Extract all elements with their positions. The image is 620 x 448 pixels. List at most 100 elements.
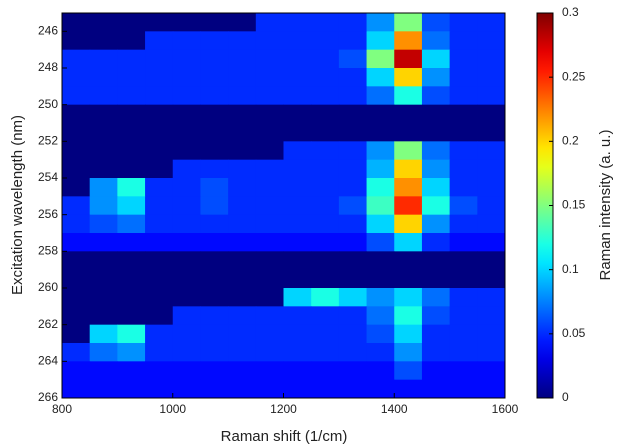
heat-cell — [311, 343, 340, 362]
heat-cell — [394, 86, 423, 106]
heat-cell — [172, 251, 201, 271]
heat-cell — [311, 86, 340, 106]
y-tick-label: 252 — [38, 134, 58, 148]
colorbar-tick-label: 0.3 — [562, 5, 579, 19]
heat-cell — [421, 379, 451, 399]
heat-cell — [172, 214, 201, 234]
heat-cell — [62, 343, 91, 362]
heat-cell — [228, 141, 257, 161]
heat-cell — [338, 251, 368, 271]
heat-cell — [477, 269, 506, 289]
heat-cell — [311, 196, 340, 216]
heat-cell — [449, 233, 478, 252]
heat-cell — [449, 68, 478, 87]
heat-cell — [145, 306, 174, 326]
heat-cell — [338, 49, 368, 69]
heat-cell — [338, 104, 368, 124]
heat-cell — [145, 159, 174, 179]
heat-cell — [421, 343, 451, 362]
heat-cell — [338, 31, 368, 51]
heat-cell — [283, 251, 312, 271]
heat-cell — [338, 233, 368, 252]
heat-cell — [89, 86, 118, 106]
heat-cell — [311, 31, 340, 51]
heat-cell — [117, 324, 146, 344]
heat-cell — [311, 251, 340, 271]
heat-cell — [338, 86, 368, 106]
heat-cell — [200, 86, 229, 106]
heat-cell — [366, 288, 395, 307]
heat-cell — [283, 379, 312, 399]
heat-cell — [338, 288, 368, 307]
heat-cell — [449, 123, 478, 142]
colorbar-tick-label: 0.2 — [562, 134, 579, 148]
heat-cell — [311, 104, 340, 124]
heat-cell — [89, 49, 118, 69]
heat-cell — [228, 214, 257, 234]
x-tick-label: 1600 — [492, 402, 519, 416]
y-axis-label: Excitation wavelength (nm) — [9, 115, 26, 295]
heat-cell — [172, 141, 201, 161]
heat-cell — [89, 104, 118, 124]
heat-cell — [283, 159, 312, 179]
heat-cell — [394, 379, 423, 399]
heat-cell — [394, 13, 423, 32]
heat-cell — [145, 343, 174, 362]
heat-cell — [449, 196, 478, 216]
heat-cell — [145, 361, 174, 381]
heat-cell — [449, 86, 478, 106]
heat-cell — [283, 31, 312, 51]
heat-cell — [255, 196, 284, 216]
heat-cell — [283, 13, 312, 32]
heat-cell — [89, 251, 118, 271]
heat-cell — [421, 233, 451, 252]
heat-cell — [172, 288, 201, 307]
heat-cell — [394, 324, 423, 344]
heat-cell — [172, 159, 201, 179]
heat-cell — [117, 361, 146, 381]
heat-cell — [200, 196, 229, 216]
colorbar-tick-label: 0.15 — [562, 198, 586, 212]
heat-cell — [200, 269, 229, 289]
heat-cell — [338, 68, 368, 87]
heat-cell — [449, 159, 478, 179]
heat-cell — [255, 361, 284, 381]
heat-cell — [311, 379, 340, 399]
heat-cell — [89, 159, 118, 179]
heat-cell — [311, 13, 340, 32]
heat-cell — [200, 13, 229, 32]
heat-cell — [421, 68, 451, 87]
heat-cell — [145, 104, 174, 124]
heat-cell — [283, 49, 312, 69]
heat-cell — [338, 306, 368, 326]
heat-cell — [477, 361, 506, 381]
heat-cell — [89, 68, 118, 87]
heat-cell — [366, 159, 395, 179]
heat-cell — [62, 86, 91, 106]
heat-cell — [255, 86, 284, 106]
heat-cell — [228, 159, 257, 179]
heat-cell — [89, 13, 118, 32]
heat-cell — [366, 196, 395, 216]
heat-cell — [117, 251, 146, 271]
heat-cell — [255, 233, 284, 252]
heat-cell — [228, 178, 257, 197]
heat-cell — [89, 288, 118, 307]
heat-cell — [421, 159, 451, 179]
heat-cell — [394, 269, 423, 289]
heat-cell — [89, 379, 118, 399]
heat-cell — [89, 31, 118, 51]
heat-cell — [366, 269, 395, 289]
heat-cell — [477, 306, 506, 326]
heat-cell — [449, 379, 478, 399]
y-tick-label: 258 — [38, 244, 58, 258]
heat-cell — [477, 379, 506, 399]
heat-cell — [421, 49, 451, 69]
heat-cell — [62, 288, 91, 307]
heat-cell — [200, 379, 229, 399]
colorbar-tick-label: 0 — [562, 390, 569, 404]
heat-cell — [338, 214, 368, 234]
heat-cell — [172, 68, 201, 87]
heat-cell — [172, 269, 201, 289]
heat-cell — [172, 306, 201, 326]
